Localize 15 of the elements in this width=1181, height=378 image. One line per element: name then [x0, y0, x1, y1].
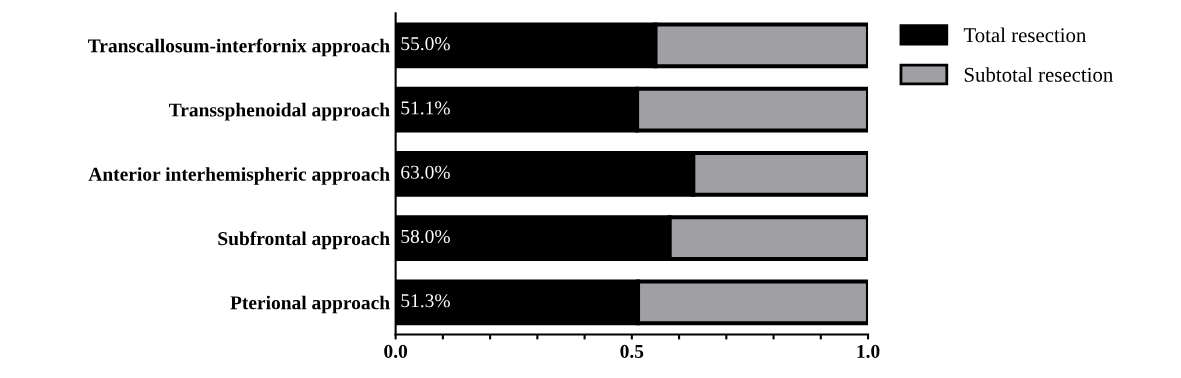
data-label: 63.0%: [401, 165, 450, 179]
legend-label: Total resection: [963, 27, 1087, 43]
data-label: 51.1%: [401, 101, 450, 115]
y-tick-label: Subfrontal approach: [218, 231, 390, 250]
y-tick-label: Transsphenoidal approach: [169, 102, 390, 121]
data-label: 55.0%: [401, 37, 450, 51]
legend-label: Subtotal resection: [964, 67, 1113, 82]
x-tick-label: 1.0: [857, 344, 880, 359]
data-label: 58.0%: [401, 229, 450, 244]
y-tick-label: Anterior interhemispheric approach: [88, 167, 390, 185]
x-tick-label: 0.5: [620, 344, 644, 359]
y-tick-label: Transcallosum-interfornix approach: [88, 38, 390, 57]
x-tick-label: 0.0: [384, 344, 408, 359]
y-tick-label: Pterional approach: [230, 295, 390, 314]
data-label: 51.3%: [401, 294, 450, 308]
